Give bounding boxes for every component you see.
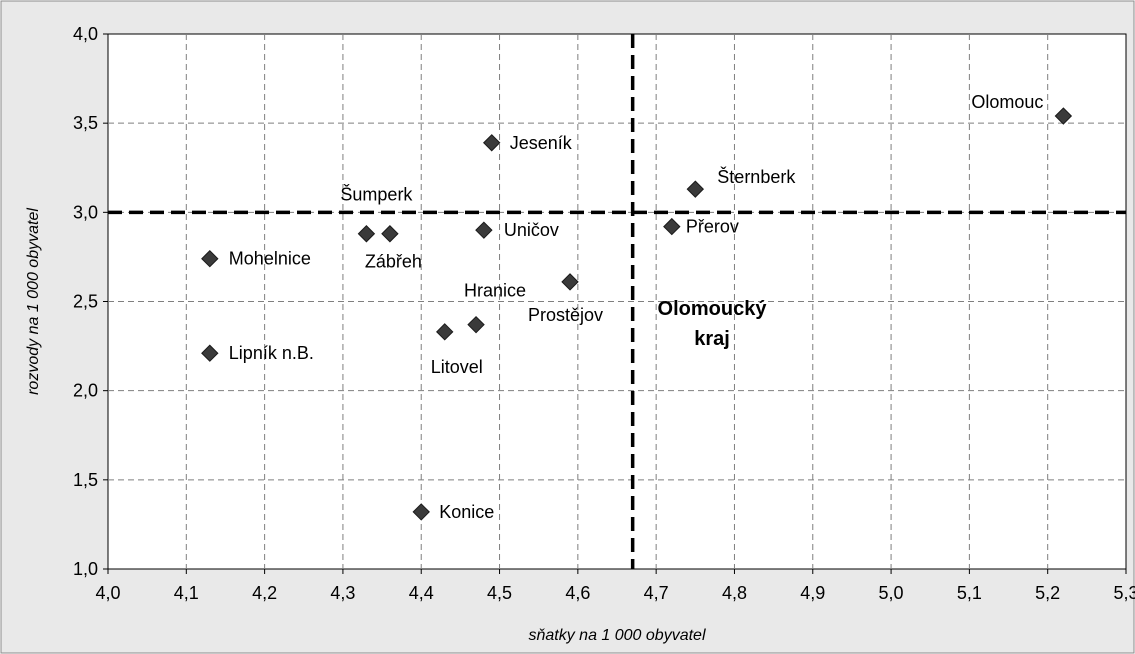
y-tick-label: 2,5: [73, 292, 98, 312]
data-point-label: Prostějov: [528, 305, 603, 325]
x-tick-label: 5,0: [879, 583, 904, 603]
data-point-label: Zábřeh: [365, 252, 422, 272]
data-point-label: Mohelnice: [229, 249, 311, 269]
y-axis-title: rozvody na 1 000 obyvatel: [25, 208, 42, 395]
x-tick-label: 4,5: [487, 583, 512, 603]
data-point-marker: [436, 323, 454, 341]
x-tick-label: 5,1: [957, 583, 982, 603]
data-point-label: Olomouc: [971, 92, 1043, 112]
data-point-marker: [381, 225, 399, 243]
x-tick-label: 4,4: [409, 583, 434, 603]
data-point-label: Uničov: [504, 220, 559, 240]
data-point-label: Litovel: [431, 357, 483, 377]
y-tick-label: 4,0: [73, 24, 98, 44]
x-tick-label: 4,6: [565, 583, 590, 603]
x-tick-label: 4,7: [644, 583, 669, 603]
data-point-label: Lipník n.B.: [229, 343, 314, 363]
y-tick-label: 3,0: [73, 202, 98, 222]
data-point-marker: [467, 315, 485, 334]
y-tick-label: 1,5: [73, 470, 98, 490]
x-tick-label: 4,1: [174, 583, 199, 603]
data-point-label: Šternberk: [717, 166, 796, 187]
reference-lines: [108, 34, 1126, 569]
x-axis-title: sňatky na 1 000 obyvatel: [528, 627, 705, 644]
point-labels: Olomouc Jeseník Šternberk Přerov Šumperk Zábř…: [229, 92, 1044, 522]
axis-ticks: 4,0 4,1 4,2 4,3 4,4 4,5 4,6 4,7 4,8 4,9 5,0 5,1 5,2 5…: [73, 24, 1135, 603]
data-point-label: Hranice: [464, 281, 526, 301]
data-point-label: Konice: [439, 502, 494, 522]
y-tick-label: 3,5: [73, 113, 98, 133]
data-point-marker: [357, 225, 376, 243]
data-point-marker: [483, 134, 501, 152]
x-tick-label: 5,3: [1113, 583, 1135, 603]
x-tick-label: 4,3: [330, 583, 355, 603]
data-point-marker: [412, 503, 430, 521]
y-tick-label: 1,0: [73, 559, 98, 579]
reference-label-line2: kraj: [694, 328, 730, 350]
data-points: [201, 107, 1073, 521]
data-point-label: Jeseník: [510, 133, 573, 153]
data-point-label: Přerov: [686, 217, 739, 237]
x-tick-label: 4,0: [95, 583, 120, 603]
data-point-label: Šumperk: [340, 184, 413, 205]
y-tick-label: 2,0: [73, 381, 98, 401]
data-point-marker: [201, 344, 219, 362]
data-point-marker: [475, 221, 493, 239]
x-tick-label: 5,2: [1035, 583, 1060, 603]
data-point-marker: [561, 273, 579, 291]
x-tick-label: 4,8: [722, 583, 747, 603]
reference-label-line1: Olomoucký: [658, 298, 768, 320]
data-point-marker: [663, 217, 681, 236]
plot-area: [107, 33, 1127, 570]
data-point-marker: [201, 249, 219, 268]
data-point-marker: [686, 180, 705, 198]
data-point-marker: [1054, 107, 1073, 125]
grid: [108, 34, 1126, 569]
x-tick-label: 4,2: [252, 583, 277, 603]
x-tick-label: 4,9: [800, 583, 825, 603]
